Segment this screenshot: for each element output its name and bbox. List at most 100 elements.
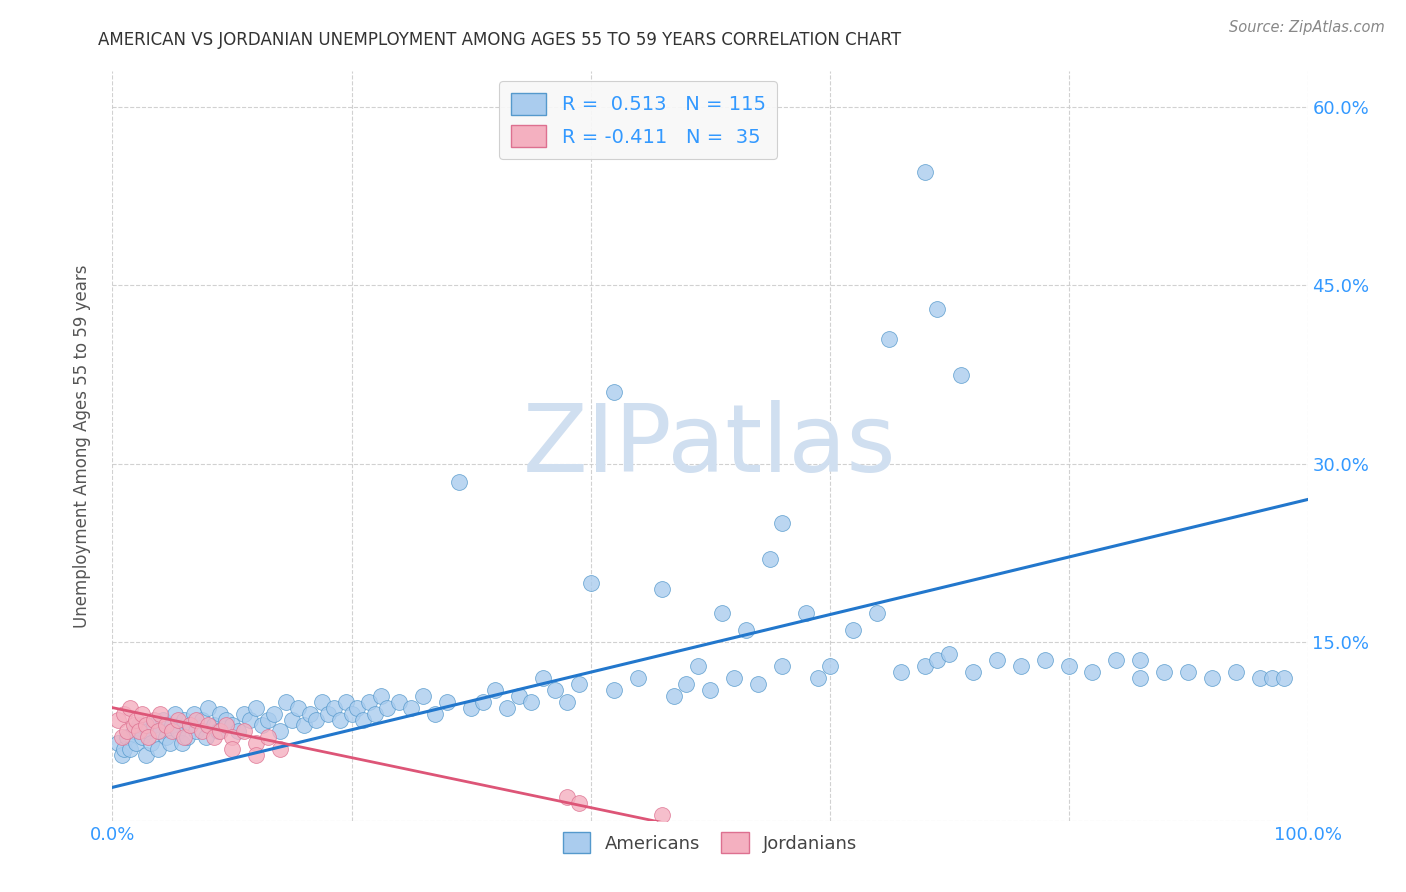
- Point: [292, 718, 315, 732]
- Point: [194, 731, 217, 745]
- Point: [115, 724, 138, 739]
- Point: [711, 606, 734, 620]
- Point: [122, 718, 145, 732]
- Point: [603, 682, 626, 697]
- Point: [1129, 653, 1152, 667]
- Point: [221, 718, 243, 732]
- Point: [346, 700, 368, 714]
- Point: [257, 731, 280, 745]
- Point: [163, 706, 186, 721]
- Point: [627, 671, 650, 685]
- Point: [143, 713, 166, 727]
- Point: [401, 700, 423, 714]
- Point: [233, 706, 256, 721]
- Point: [1033, 653, 1056, 667]
- Point: [1105, 653, 1128, 667]
- Point: [807, 671, 830, 685]
- Point: [128, 718, 150, 732]
- Point: [735, 624, 758, 638]
- Point: [1272, 671, 1295, 685]
- Point: [191, 724, 214, 739]
- Point: [120, 742, 142, 756]
- Point: [239, 713, 262, 727]
- Point: [664, 689, 686, 703]
- Point: [183, 706, 205, 721]
- Point: [340, 706, 363, 721]
- Point: [364, 706, 387, 721]
- Point: [531, 671, 554, 685]
- Point: [1225, 665, 1247, 679]
- Point: [986, 653, 1008, 667]
- Point: [770, 516, 793, 531]
- Point: [311, 695, 333, 709]
- Point: [568, 677, 591, 691]
- Point: [221, 731, 243, 745]
- Point: [568, 796, 591, 810]
- Point: [170, 736, 193, 750]
- Point: [207, 724, 229, 739]
- Point: [146, 724, 169, 739]
- Point: [543, 682, 565, 697]
- Point: [221, 742, 243, 756]
- Point: [281, 713, 304, 727]
- Point: [233, 724, 256, 739]
- Point: [209, 706, 232, 721]
- Point: [274, 695, 297, 709]
- Point: [359, 695, 381, 709]
- Point: [950, 368, 973, 382]
- Point: [377, 700, 399, 714]
- Point: [167, 713, 190, 727]
- Point: [818, 659, 841, 673]
- Point: [107, 713, 129, 727]
- Point: [305, 713, 328, 727]
- Point: [890, 665, 912, 679]
- Point: [114, 742, 135, 756]
- Text: Source: ZipAtlas.com: Source: ZipAtlas.com: [1229, 20, 1385, 35]
- Point: [111, 748, 134, 763]
- Text: ZIPatlas: ZIPatlas: [523, 400, 897, 492]
- Point: [508, 689, 530, 703]
- Point: [111, 731, 134, 745]
- Point: [215, 713, 238, 727]
- Point: [125, 713, 148, 727]
- Point: [329, 713, 352, 727]
- Point: [245, 748, 267, 763]
- Point: [555, 695, 578, 709]
- Point: [603, 385, 626, 400]
- Point: [152, 713, 174, 727]
- Point: [226, 724, 249, 739]
- Point: [209, 724, 232, 739]
- Point: [250, 718, 273, 732]
- Text: AMERICAN VS JORDANIAN UNEMPLOYMENT AMONG AGES 55 TO 59 YEARS CORRELATION CHART: AMERICAN VS JORDANIAN UNEMPLOYMENT AMONG…: [98, 31, 901, 49]
- Point: [866, 606, 889, 620]
- Point: [269, 742, 291, 756]
- Point: [1249, 671, 1271, 685]
- Point: [1129, 671, 1152, 685]
- Point: [520, 695, 543, 709]
- Point: [914, 659, 936, 673]
- Point: [914, 165, 936, 179]
- Point: [447, 475, 470, 489]
- Point: [1261, 671, 1284, 685]
- Point: [759, 552, 782, 566]
- Point: [197, 700, 219, 714]
- Point: [131, 731, 153, 745]
- Point: [723, 671, 745, 685]
- Point: [162, 724, 183, 739]
- Point: [794, 606, 817, 620]
- Point: [1010, 659, 1032, 673]
- Point: [699, 682, 721, 697]
- Point: [370, 689, 392, 703]
- Point: [879, 332, 901, 346]
- Point: [472, 695, 495, 709]
- Point: [1153, 665, 1175, 679]
- Point: [215, 718, 238, 732]
- Point: [425, 706, 447, 721]
- Point: [191, 713, 214, 727]
- Point: [173, 731, 195, 745]
- Point: [146, 742, 169, 756]
- Point: [107, 736, 129, 750]
- Point: [197, 718, 219, 732]
- Point: [122, 724, 145, 739]
- Point: [555, 789, 578, 804]
